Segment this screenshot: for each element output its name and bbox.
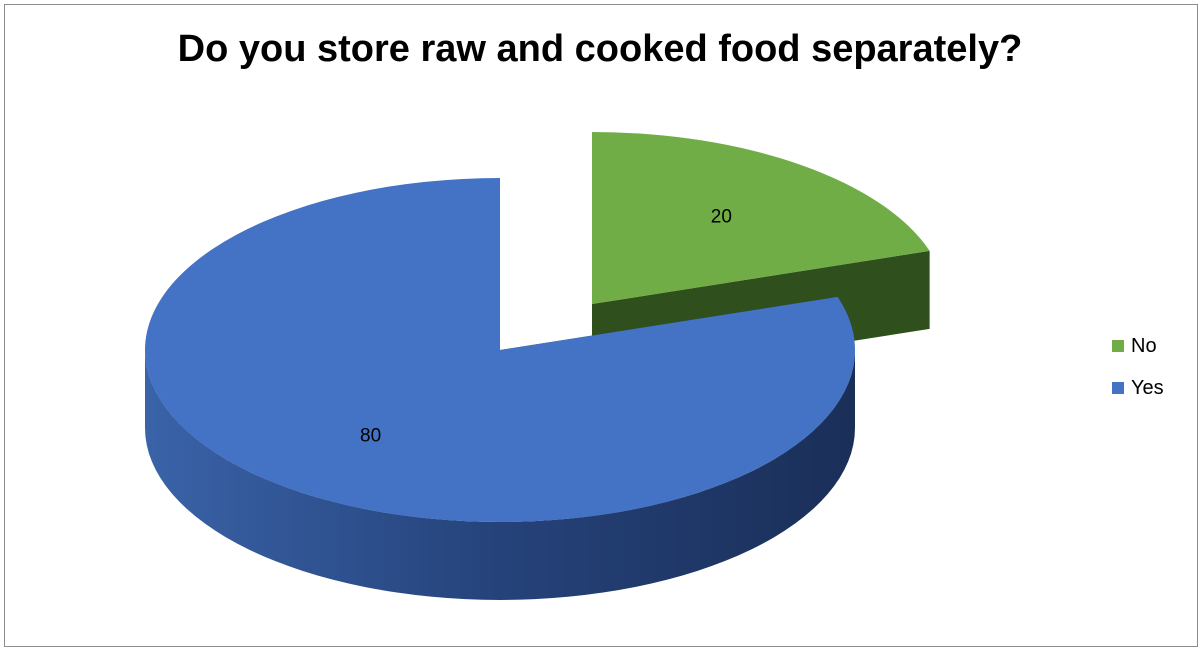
legend-label-no: No [1131,334,1157,357]
chart-title: Do you store raw and cooked food separat… [177,28,1023,70]
data-label-yes: 80 [360,425,381,446]
slice-no-top [592,132,930,304]
legend-swatch-no [1112,340,1124,352]
data-label-no: 20 [711,207,732,228]
slice-yes [144,178,856,600]
legend-item-no: No [1112,334,1164,358]
legend-swatch-yes [1112,382,1124,394]
chart-legend: No Yes [1112,334,1164,418]
slice-yes-top [144,178,856,522]
slice-yes-side [145,350,855,600]
legend-item-yes: Yes [1112,376,1164,400]
legend-label-yes: Yes [1131,376,1164,399]
